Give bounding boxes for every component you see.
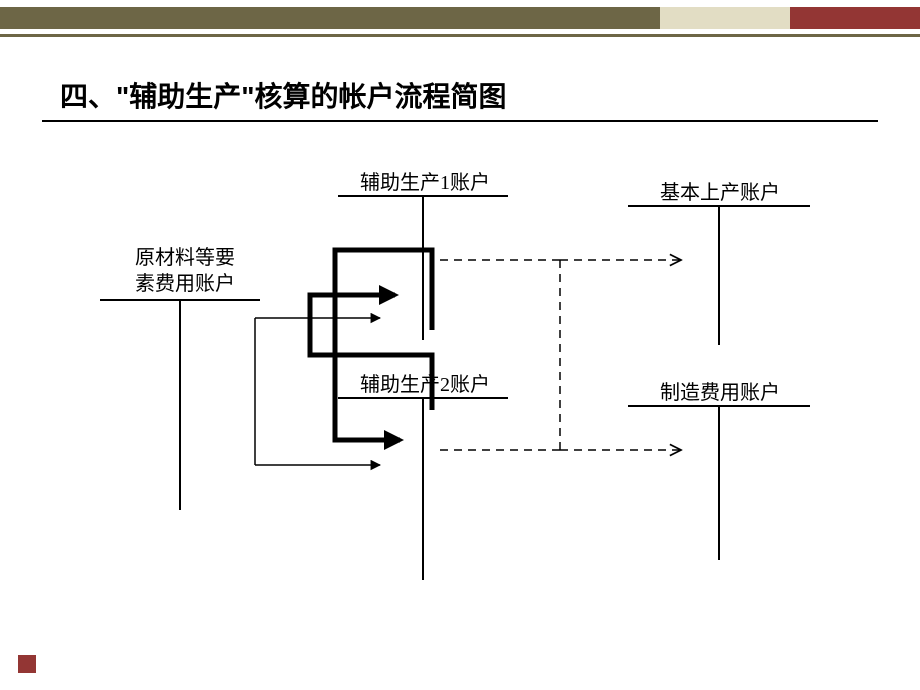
account-label-basic: 基本上产账户	[640, 180, 800, 206]
account-label-mfg: 制造费用账户	[640, 380, 800, 406]
dashed-arrows	[440, 260, 680, 450]
account-label-aux2: 辅助生产2账户	[345, 372, 505, 398]
corner-square	[18, 655, 36, 673]
account-label-raw: 原材料等要 素费用账户	[110, 245, 260, 297]
thick-arrows	[310, 250, 432, 440]
account-label-aux1: 辅助生产1账户	[345, 170, 505, 196]
flow-diagram	[0, 0, 920, 690]
